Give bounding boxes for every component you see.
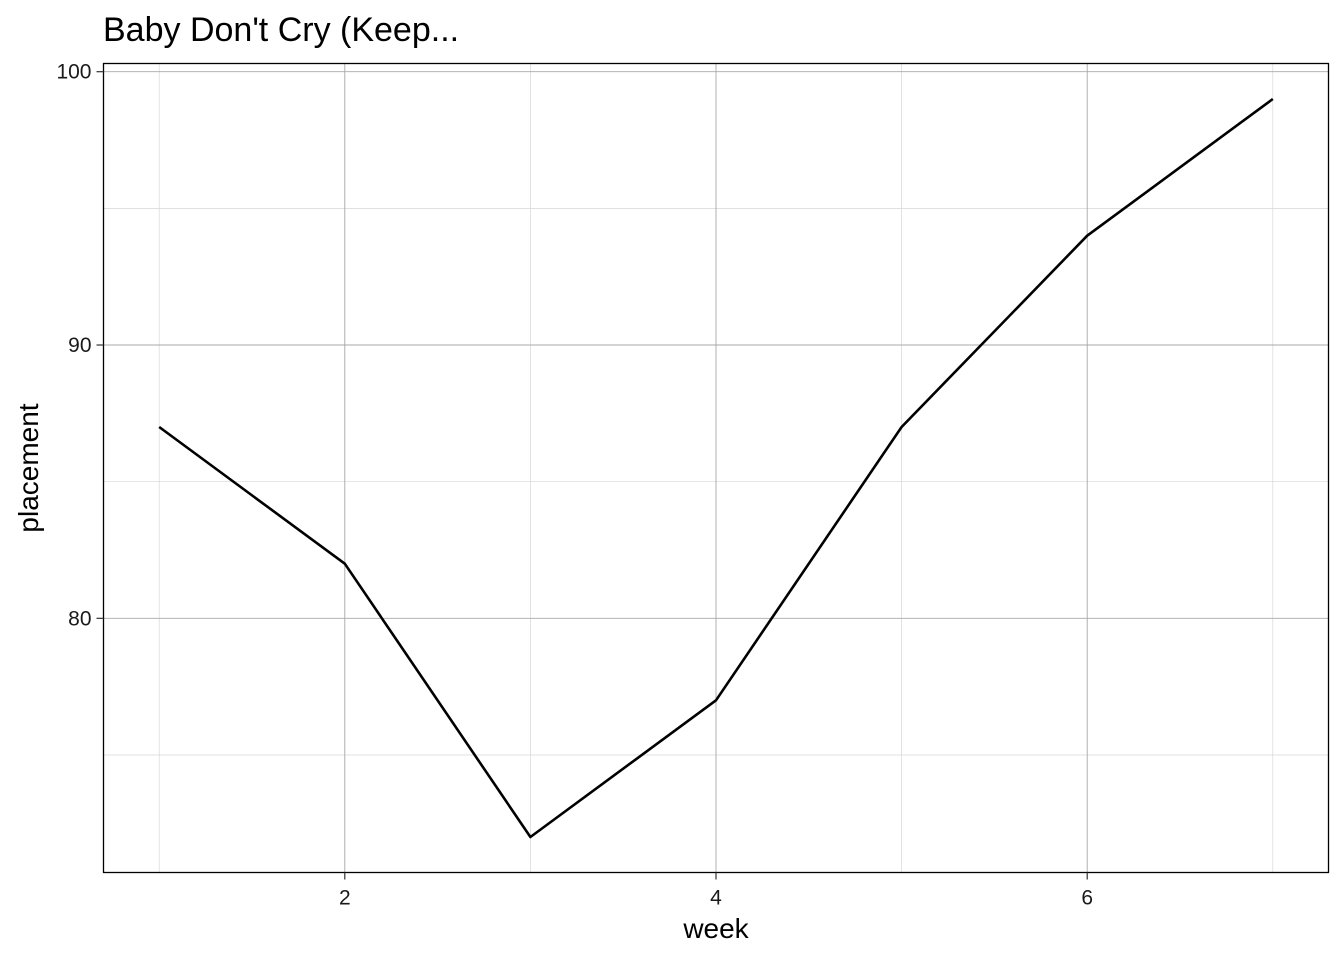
x-tick-label: 6 (1081, 887, 1093, 910)
y-tick-label: 90 (68, 334, 91, 357)
axis-ticks: 2 4 6 80 90 100 (56, 61, 1093, 910)
y-tick-label: 100 (56, 61, 91, 84)
x-tick-label: 2 (339, 887, 351, 910)
major-gridlines (103, 63, 1329, 873)
y-tick-label: 80 (68, 607, 91, 630)
x-tick-label: 4 (710, 887, 722, 910)
x-axis-label: week (682, 913, 749, 944)
y-axis-label: placement (13, 403, 44, 532)
series-line (158, 97, 1274, 839)
chart-title: Baby Don't Cry (Keep... (103, 11, 459, 49)
